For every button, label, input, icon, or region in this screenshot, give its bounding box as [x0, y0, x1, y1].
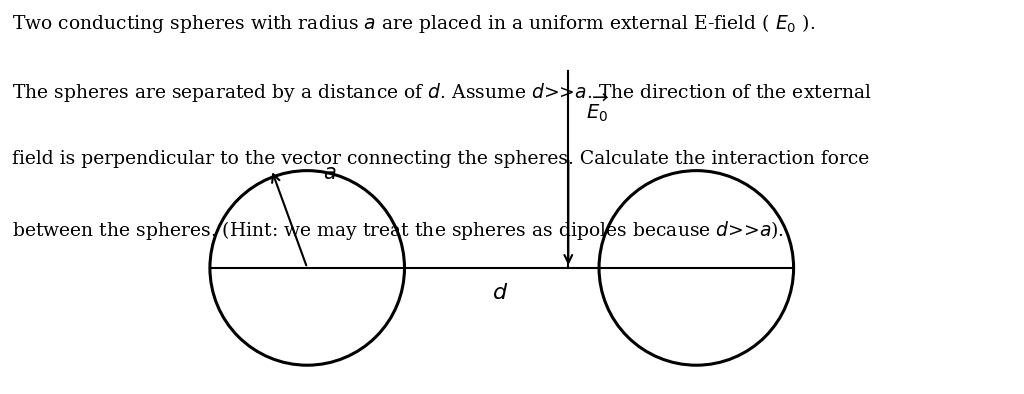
Text: between the spheres. (Hint: we may treat the spheres as dipoles because $d$>>$a$: between the spheres. (Hint: we may treat… — [12, 219, 784, 242]
Text: Two conducting spheres with radius $a$ are placed in a uniform external E-field : Two conducting spheres with radius $a$ a… — [12, 12, 815, 35]
Text: field is perpendicular to the vector connecting the spheres. Calculate the inter: field is perpendicular to the vector con… — [12, 150, 869, 168]
Text: $\overrightarrow{E_0}$: $\overrightarrow{E_0}$ — [586, 93, 608, 124]
Text: $a$: $a$ — [323, 164, 336, 183]
Text: The spheres are separated by a distance of $d$. Assume $d$>>$a$. The direction o: The spheres are separated by a distance … — [12, 81, 872, 104]
Text: $d$: $d$ — [492, 282, 508, 304]
